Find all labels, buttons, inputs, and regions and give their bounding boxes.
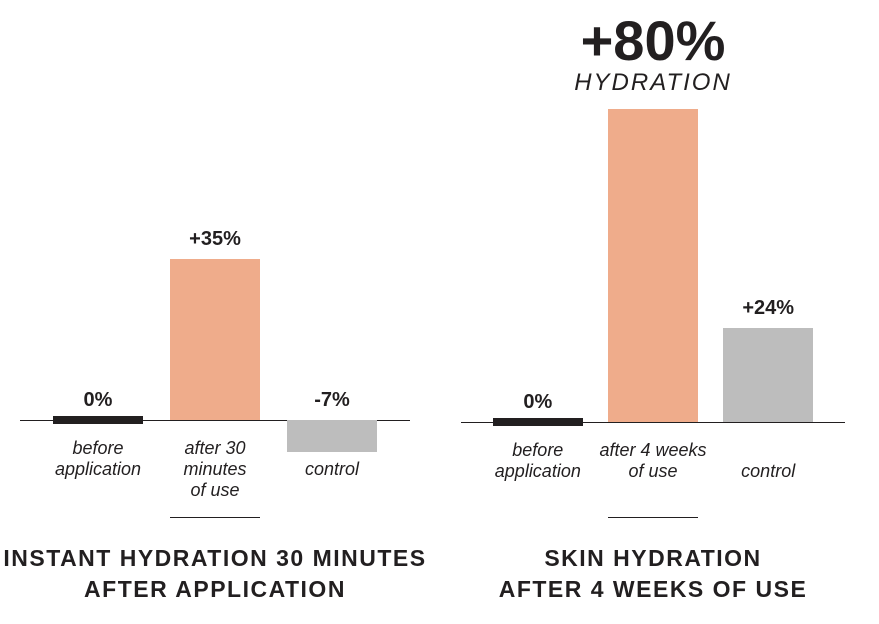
category-label-after-30-minutes-of-use: after 30 minutes of use [115,438,315,501]
chart-instant-hydration: INSTANT HYDRATION 30 MINUTES AFTER APPLI… [3,0,425,624]
emphasis-underline [170,517,260,518]
axis-baseline [461,422,845,423]
headline: +80% HYDRATION [461,12,845,96]
chart-title-line: INSTANT HYDRATION 30 MINUTES [3,545,427,571]
value-label-control: -7% [314,389,350,411]
category-label-line: control [304,459,360,479]
category-label-line: control [741,461,796,481]
category-label-control: control [232,438,432,480]
bar-after-30-minutes-of-use [170,259,260,420]
bar-before-application [492,418,583,426]
bar-control [723,328,814,422]
value-label-before-application: 0% [523,391,553,413]
value-label-after-30-minutes-of-use: +35% [189,228,241,250]
category-label-line: after 4 weeks [599,440,707,460]
category-label-line: of use [190,480,240,500]
bar-after-4-weeks-of-use [608,109,698,422]
chart-title: INSTANT HYDRATION 30 MINUTES AFTER APPLI… [0,543,430,605]
emphasis-underline [608,517,698,518]
axis-baseline [20,420,410,421]
category-label-before-application: before application [438,440,638,482]
category-label-line: before [512,440,564,460]
chart-title-line: AFTER APPLICATION [84,576,346,602]
bar-control [287,420,377,452]
category-label-line: of use [628,461,678,481]
category-label-line: application [494,461,581,481]
category-label-before-application: before application [0,438,198,480]
category-label-line: before [72,438,124,458]
value-label-control: +24% [742,297,795,319]
chart-title-line: SKIN HYDRATION [544,545,762,571]
chart-skin-hydration: +80% HYDRATION SKIN HYDRATION AFTER 4 WE… [461,0,845,624]
value-label-before-application: 0% [83,389,113,411]
category-label-control: control [668,440,868,482]
category-label-line: application [54,459,142,479]
chart-title: SKIN HYDRATION AFTER 4 WEEKS OF USE [441,543,865,605]
category-label-line: after 30 [184,438,246,458]
bar-before-application [53,416,143,424]
category-label-line: minutes [183,459,247,479]
headline-subtitle: HYDRATION [574,69,732,96]
category-label-after-4-weeks-of-use: after 4 weeks of use [553,440,753,482]
chart-title-line: AFTER 4 WEEKS OF USE [498,576,808,602]
headline-value: +80% [580,9,726,72]
